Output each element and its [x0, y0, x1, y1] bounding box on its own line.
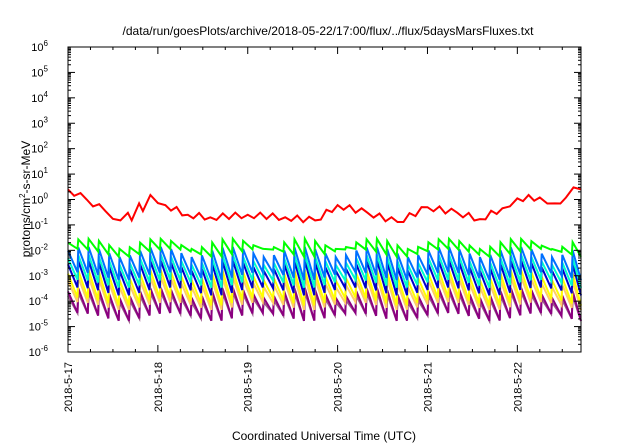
flux-series-line-red	[67, 186, 582, 224]
y-tick-exponent: 3	[44, 115, 49, 124]
x-tick-label: 2018-5-17	[63, 362, 75, 412]
x-tick-label: 2018-5-21	[422, 362, 434, 412]
y-tick-exponent: 2	[44, 141, 49, 150]
y-tick-base: 10	[29, 296, 41, 308]
y-tick-exponent: 5	[44, 64, 49, 73]
y-tick-label: 105	[31, 64, 48, 79]
y-tick-base: 10	[31, 169, 43, 181]
y-tick-base: 10	[31, 118, 43, 130]
y-tick-exponent: -1	[41, 217, 49, 226]
x-tick-label: 2018-5-20	[333, 362, 345, 412]
y-tick-exponent: 1	[44, 166, 49, 175]
y-tick-label: 10-4	[29, 293, 49, 308]
y-tick-label: 106	[31, 39, 48, 54]
y-tick-exponent: -6	[41, 344, 49, 353]
x-tick-label: 2018-5-22	[512, 362, 524, 412]
series-layer	[67, 186, 582, 325]
y-tick-exponent: 6	[44, 39, 49, 48]
y-tick-base: 10	[31, 93, 43, 105]
y-tick-base: 10	[31, 42, 43, 54]
y-axis-label-prefix: protons/cm	[19, 198, 33, 257]
y-axis-label-suffix: -s-sr-MeV	[19, 141, 33, 194]
y-tick-base: 10	[29, 220, 41, 232]
y-tick-label: 100	[31, 192, 48, 207]
flux-series-line	[67, 246, 582, 281]
y-tick-base: 10	[29, 347, 41, 359]
y-tick-label: 10-5	[29, 319, 49, 334]
y-tick-label: 102	[31, 141, 48, 156]
chart-title: /data/run/goesPlots/archive/2018-05-22/1…	[123, 24, 535, 38]
y-tick-exponent: 0	[44, 192, 49, 201]
y-tick-base: 10	[31, 144, 43, 156]
x-tick-label: 2018-5-18	[153, 362, 165, 412]
y-axis: 10-610-510-410-310-210-11001011021031041…	[29, 39, 581, 359]
y-tick-label: 10-3	[29, 268, 49, 283]
y-tick-label: 104	[31, 90, 48, 105]
y-tick-exponent: -2	[41, 242, 49, 251]
y-tick-label: 10-2	[29, 242, 49, 257]
y-tick-exponent: -5	[41, 319, 49, 328]
y-axis-label: protons/cm2-s-sr-MeV	[18, 141, 33, 257]
y-tick-exponent: 4	[44, 90, 49, 99]
x-axis-label: Coordinated Universal Time (UTC)	[232, 429, 416, 443]
y-tick-exponent: -4	[41, 293, 49, 302]
y-tick-label: 101	[31, 166, 48, 181]
y-tick-base: 10	[29, 271, 41, 283]
y-tick-label: 103	[31, 115, 48, 130]
y-tick-label: 10-1	[29, 217, 49, 232]
y-tick-base: 10	[31, 67, 43, 79]
y-tick-label: 10-6	[29, 344, 49, 359]
y-tick-exponent: -3	[41, 268, 49, 277]
y-tick-base: 10	[31, 195, 43, 207]
y-tick-base: 10	[29, 245, 41, 257]
y-tick-base: 10	[29, 322, 41, 334]
flux-series-line	[67, 235, 582, 261]
y-axis-label-sup: 2	[18, 193, 27, 198]
x-tick-label: 2018-5-19	[243, 362, 255, 412]
x-axis: 2018-5-17 2018-5-18 2018-5-19 2018-5-20 2018…	[63, 47, 563, 412]
